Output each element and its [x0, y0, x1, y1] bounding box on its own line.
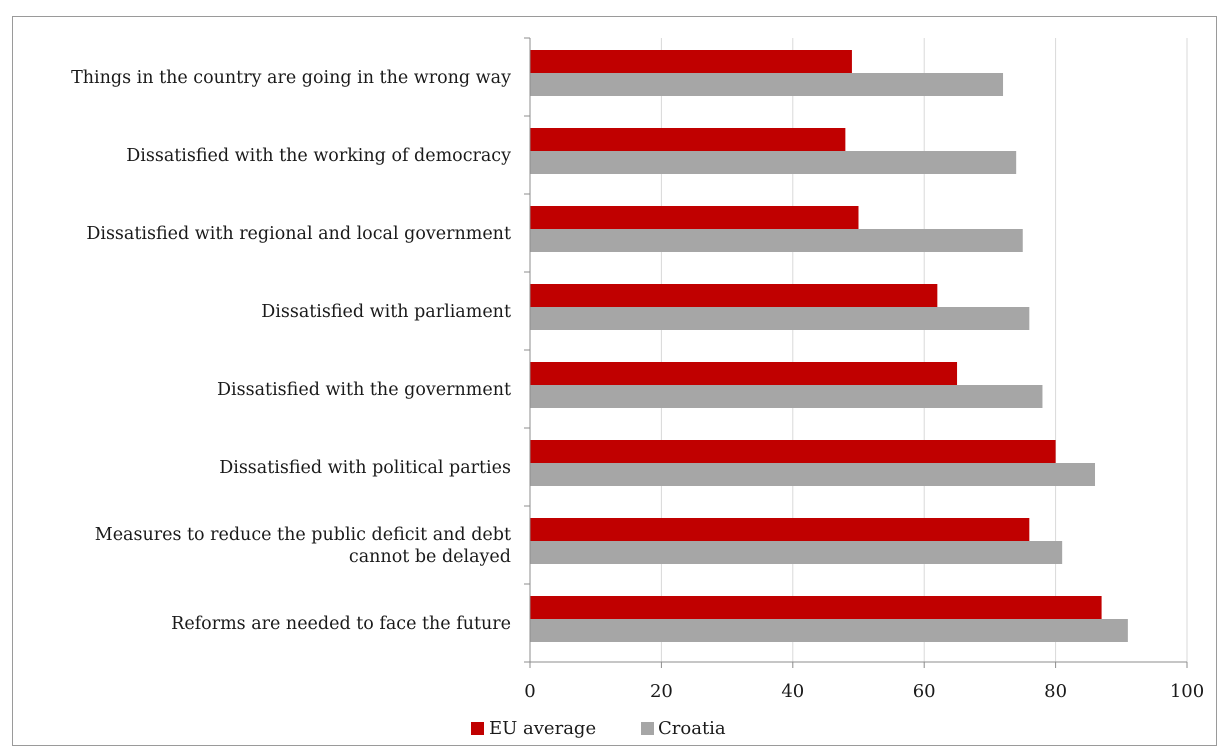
legend-swatch — [471, 722, 484, 735]
bar-eu-average — [530, 206, 859, 229]
tick-label: 100 — [1170, 681, 1204, 702]
tick-label: 80 — [1044, 681, 1067, 702]
category-label: Things in the country are going in the w… — [71, 68, 511, 88]
bar-croatia — [530, 73, 1004, 96]
bars — [530, 50, 1128, 642]
legend: EU average Croatia — [471, 718, 726, 739]
bar-croatia — [530, 385, 1043, 408]
category-labels: Things in the country are going in the w… — [71, 68, 511, 634]
tick-labels: 0 20 40 60 80 100 — [524, 681, 1204, 702]
category-label: Dissatisfied with political parties — [219, 458, 511, 478]
bar-eu-average — [530, 362, 958, 385]
bar-croatia — [530, 619, 1128, 642]
category-label: Dissatisfied with the working of democra… — [126, 146, 511, 166]
axes — [524, 37, 1188, 668]
legend-label: EU average — [489, 718, 596, 739]
tick-label: 60 — [913, 681, 936, 702]
legend-swatch — [641, 722, 654, 735]
bar-eu-average — [530, 440, 1056, 463]
category-label: Dissatisfied with the government — [217, 380, 511, 400]
bar-eu-average — [530, 128, 846, 151]
bar-eu-average — [530, 596, 1102, 619]
category-label: Reforms are needed to face the future — [171, 614, 511, 634]
tick-label: 40 — [781, 681, 804, 702]
category-label: Measures to reduce the public deficit an… — [95, 525, 511, 545]
tick-label: 0 — [524, 681, 535, 702]
category-label: cannot be delayed — [349, 547, 511, 567]
bar-croatia — [530, 463, 1096, 486]
bar-croatia — [530, 307, 1030, 330]
bar-croatia — [530, 151, 1017, 174]
legend-label: Croatia — [658, 718, 726, 739]
tick-label: 20 — [650, 681, 673, 702]
bar-eu-average — [530, 284, 938, 307]
bar-eu-average — [530, 518, 1030, 541]
bar-croatia — [530, 541, 1063, 564]
bar-eu-average — [530, 50, 852, 73]
bar-croatia — [530, 229, 1023, 252]
category-label: Dissatisfied with regional and local gov… — [86, 224, 511, 244]
category-label: Dissatisfied with parliament — [261, 302, 511, 322]
